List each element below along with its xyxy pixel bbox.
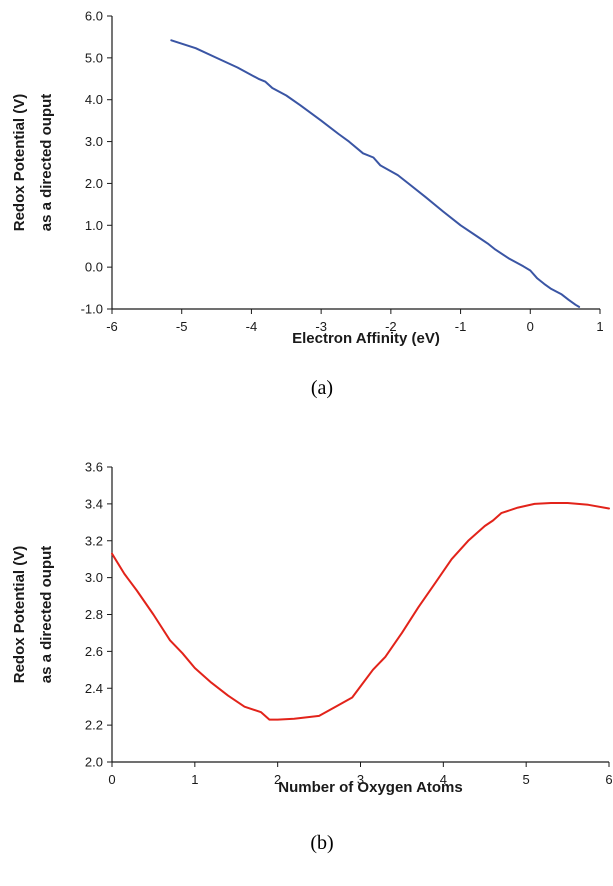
series-line [111, 502, 610, 721]
x-axis-title: Electron Affinity (eV) [292, 330, 440, 347]
y-axis-title: as a directed ouput [38, 546, 55, 684]
figure-caption: (b) [310, 832, 333, 854]
x-tick-label: 3 [357, 772, 364, 787]
x-tick-label: -2 [385, 319, 397, 334]
x-tick-label: 1 [596, 319, 603, 334]
x-tick-label: 4 [440, 772, 447, 787]
y-tick-label: 1.0 [85, 218, 103, 233]
y-tick-label: 3.0 [85, 134, 103, 149]
x-tick-label: -6 [106, 319, 118, 334]
y-tick-label: -1.0 [81, 302, 103, 317]
y-axis-title: as a directed ouput [38, 94, 55, 232]
figure-caption: (a) [311, 377, 333, 399]
x-tick-label: -3 [315, 319, 327, 334]
y-axis-title: Redox Potential (V) [11, 546, 28, 684]
y-tick-label: 2.8 [85, 607, 103, 622]
y-tick-label: 3.0 [85, 570, 103, 585]
y-tick-label: 5.0 [85, 50, 103, 65]
y-tick-label: 4.0 [85, 92, 103, 107]
x-axis-title: Number of Oxygen Atoms [278, 779, 462, 796]
x-tick-label: 5 [523, 772, 530, 787]
chart-a: -1.0 0.0 1.0 2.0 3.0 4.0 5.0 6.0 -6 -5 -4 -3 -2 -1 0 1 E… [11, 9, 604, 400]
chart-b: 2.0 2.2 2.4 2.6 2.8 3.0 3.2 3.4 3.6 0 1 2 3 4 5 6 Number… [11, 460, 613, 855]
x-tick-label: 1 [191, 772, 198, 787]
x-tick-label: -5 [176, 319, 188, 334]
y-tick-label: 2.4 [85, 681, 103, 696]
x-tick-label: -4 [246, 319, 258, 334]
x-tick-label: 0 [108, 772, 115, 787]
y-tick-label: 3.2 [85, 533, 103, 548]
series-line [170, 39, 581, 308]
y-tick-label: 0.0 [85, 260, 103, 275]
y-tick-label: 2.0 [85, 176, 103, 191]
x-tick-label: 2 [274, 772, 281, 787]
x-tick-label: 0 [527, 319, 534, 334]
y-axis-title: Redox Potential (V) [11, 94, 28, 232]
x-tick-label: -1 [455, 319, 467, 334]
y-tick-label: 2.0 [85, 755, 103, 770]
y-tick-label: 2.2 [85, 718, 103, 733]
y-tick-label: 3.6 [85, 460, 103, 475]
x-tick-label: 6 [605, 772, 612, 787]
y-tick-label: 6.0 [85, 9, 103, 24]
y-tick-label: 3.4 [85, 496, 103, 511]
y-tick-label: 2.6 [85, 644, 103, 659]
